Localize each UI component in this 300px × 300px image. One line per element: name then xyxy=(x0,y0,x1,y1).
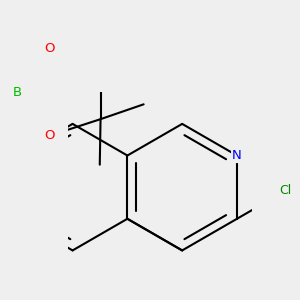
Text: O: O xyxy=(44,42,55,55)
Text: O: O xyxy=(44,129,55,142)
Text: Cl: Cl xyxy=(279,184,291,197)
Text: B: B xyxy=(13,86,22,99)
Text: N: N xyxy=(232,149,242,162)
